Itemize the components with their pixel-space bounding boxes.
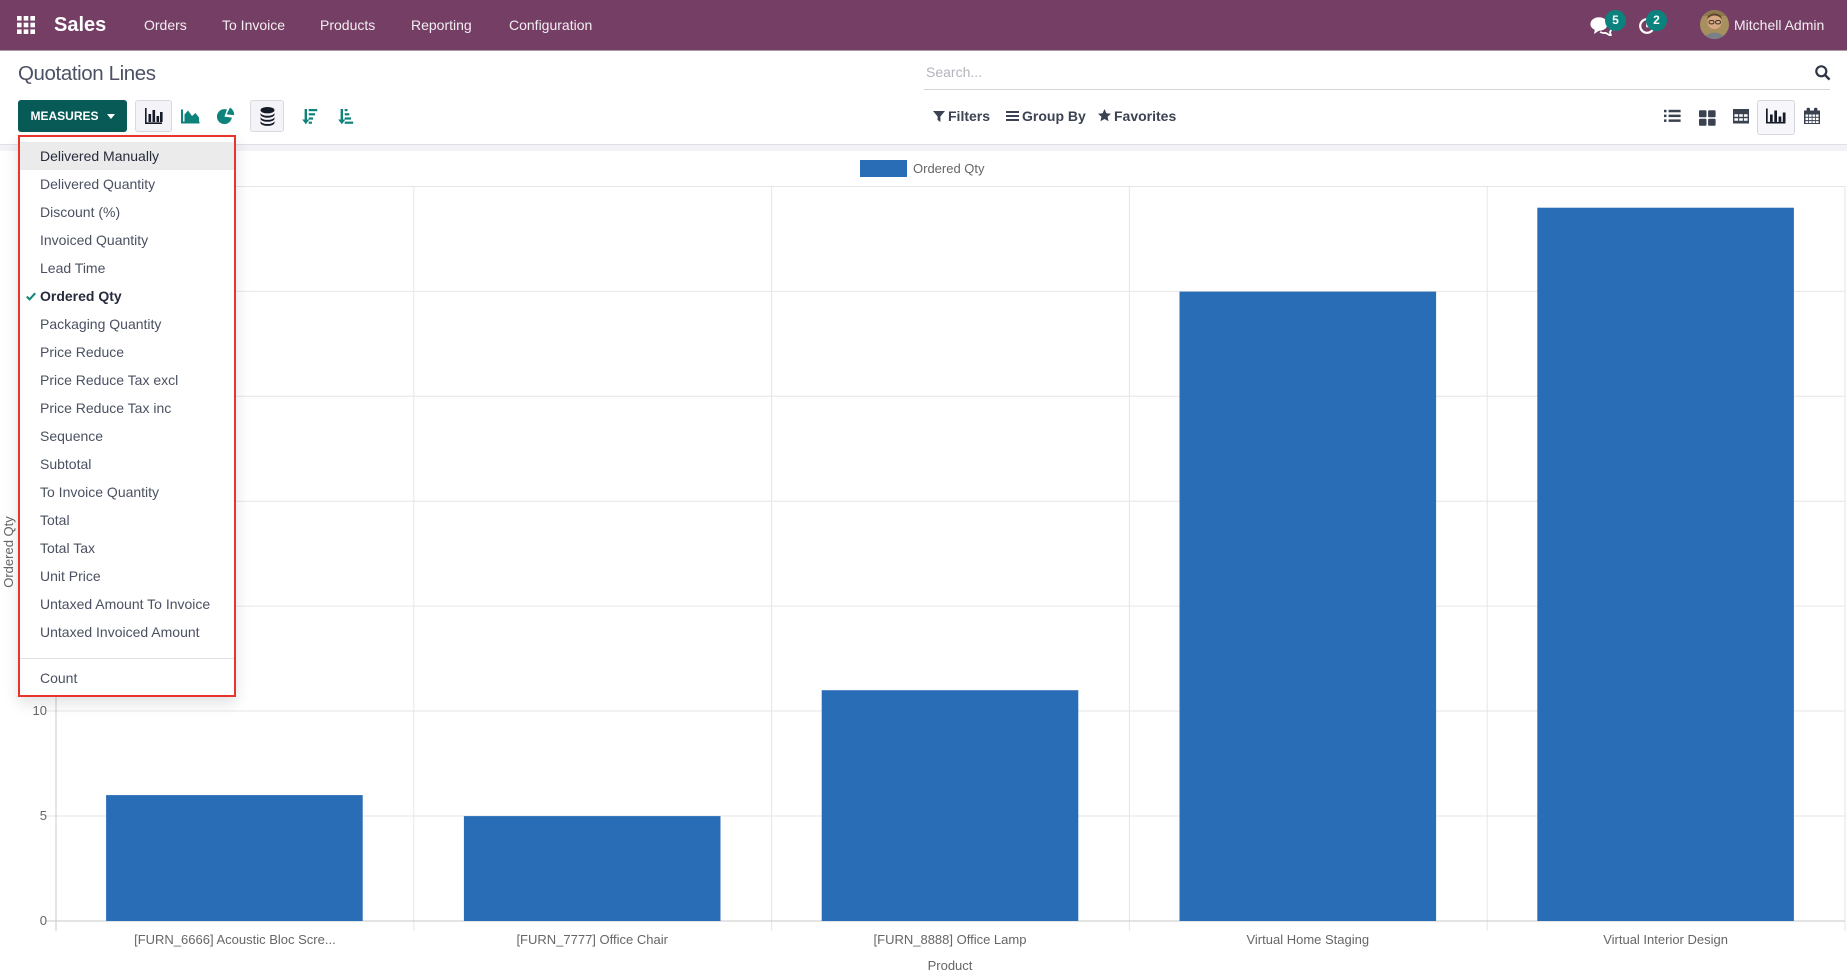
- svg-text:Product: Product: [928, 958, 973, 973]
- svg-text:[FURN_7777] Office Chair: [FURN_7777] Office Chair: [516, 932, 668, 947]
- svg-text:Virtual Home Staging: Virtual Home Staging: [1246, 932, 1369, 947]
- svg-text:Virtual Interior Design: Virtual Interior Design: [1603, 932, 1728, 947]
- svg-text:[FURN_8888] Office Lamp: [FURN_8888] Office Lamp: [874, 932, 1027, 947]
- svg-text:10: 10: [33, 703, 47, 718]
- svg-text:5: 5: [40, 808, 47, 823]
- svg-text:Ordered Qty: Ordered Qty: [1, 516, 16, 588]
- svg-text:[FURN_6666] Acoustic Bloc Scre: [FURN_6666] Acoustic Bloc Scre...: [134, 932, 336, 947]
- svg-text:Ordered Qty: Ordered Qty: [913, 161, 985, 176]
- svg-text:0: 0: [40, 913, 47, 928]
